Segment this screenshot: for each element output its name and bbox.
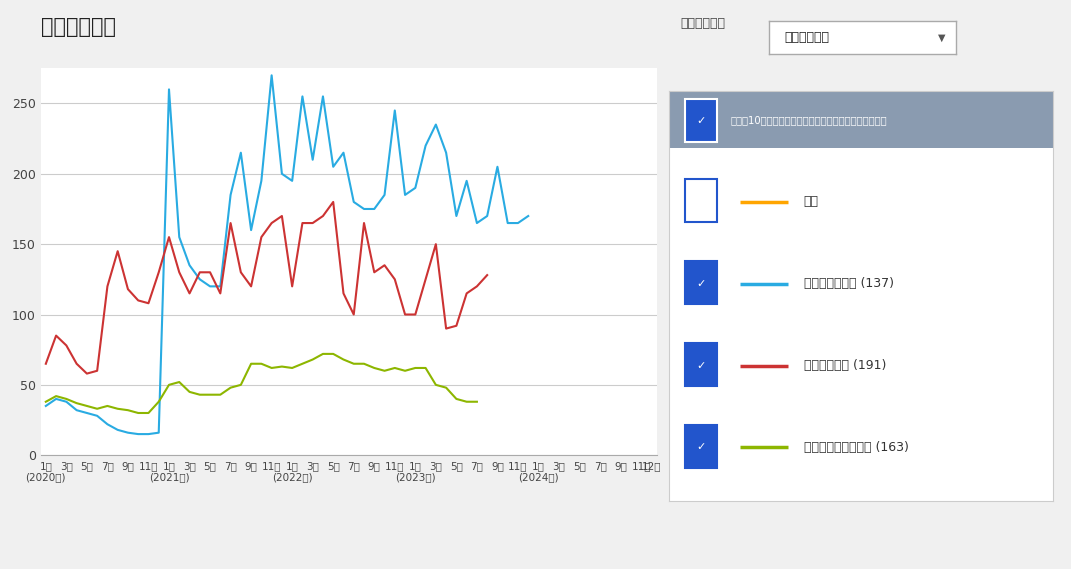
Bar bbox=[684, 179, 718, 222]
Text: 最大で10個まで選択できます（無選択にはできません）: 最大で10個まで選択できます（無選択にはできません） bbox=[730, 116, 888, 126]
Text: ✓: ✓ bbox=[696, 361, 706, 370]
Text: ✓: ✓ bbox=[696, 443, 706, 452]
Text: ▼: ▼ bbox=[937, 32, 946, 43]
Text: 折れ線グラフ: 折れ線グラフ bbox=[680, 17, 725, 30]
Text: 合計: 合計 bbox=[803, 195, 818, 208]
Text: ✓: ✓ bbox=[696, 279, 706, 288]
Text: 千人当り金額: 千人当り金額 bbox=[784, 31, 829, 44]
Text: チョコレート (191): チョコレート (191) bbox=[803, 359, 886, 372]
Text: 即席カップめん (137): 即席カップめん (137) bbox=[803, 277, 893, 290]
Text: 販売動向比較: 販売動向比較 bbox=[41, 17, 116, 37]
Bar bbox=[684, 261, 718, 304]
Bar bbox=[684, 99, 718, 142]
Bar bbox=[684, 425, 718, 468]
Bar bbox=[684, 343, 718, 386]
Bar bbox=[669, 91, 1053, 149]
Text: ✓: ✓ bbox=[696, 116, 706, 126]
Text: 菓子パン・蒸しパン (163): 菓子パン・蒸しパン (163) bbox=[803, 441, 908, 454]
